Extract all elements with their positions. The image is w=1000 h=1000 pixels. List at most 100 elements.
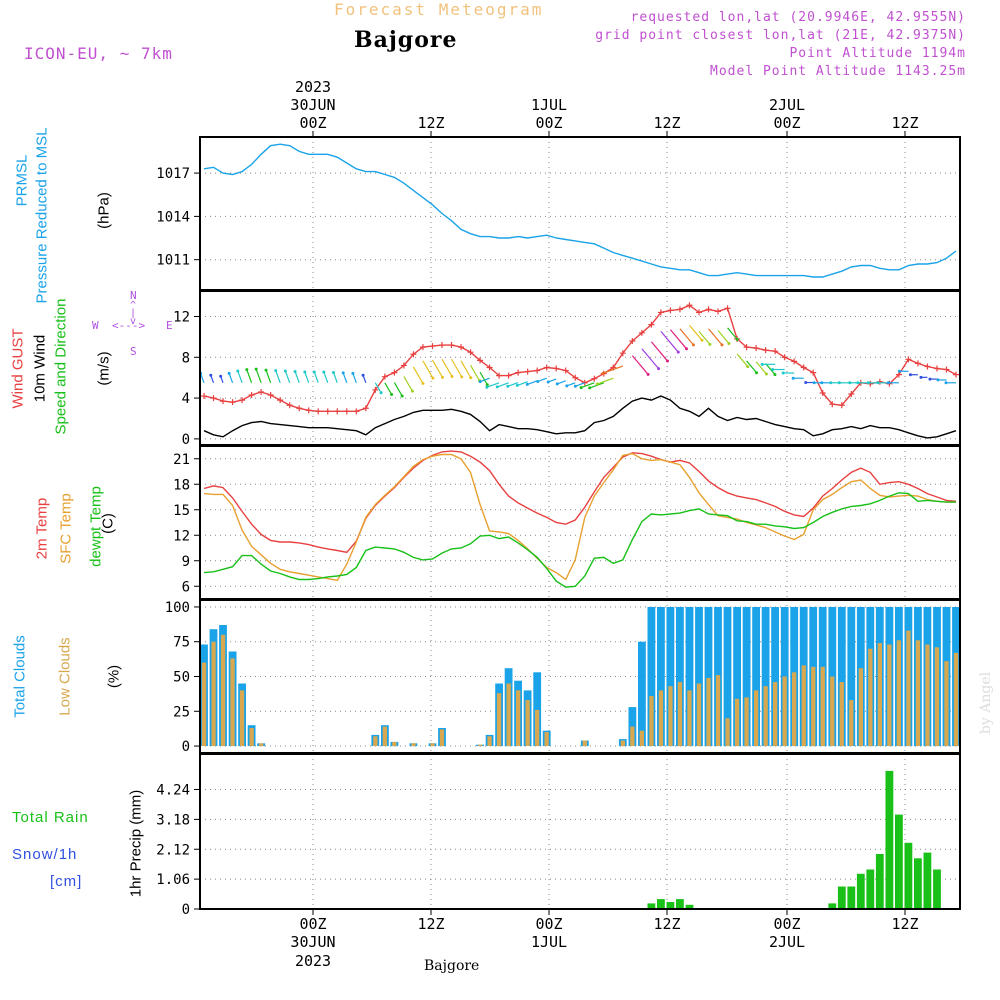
gust-marker: [686, 302, 693, 309]
gust-marker: [933, 365, 940, 372]
bar-low-clouds: [744, 697, 749, 747]
bar-total-rain: [875, 854, 884, 909]
wind-arrowhead: [944, 381, 948, 385]
gust-marker: [810, 369, 817, 376]
wind-arrowhead: [460, 375, 464, 379]
wind-arrowhead: [781, 371, 785, 375]
wind-arrowhead: [245, 368, 249, 372]
wind-arrowhead: [440, 375, 444, 379]
bar-total-rain: [895, 814, 903, 909]
y-tick-label: 12: [173, 528, 190, 544]
wind-arrowhead: [837, 381, 841, 385]
wind-arrowhead: [897, 369, 901, 373]
series-line-sfc-temp: [203, 452, 956, 582]
gust-marker: [410, 351, 417, 358]
bar-low-clouds: [496, 693, 502, 747]
gust-marker: [772, 348, 779, 355]
bar-total-rain: [885, 770, 894, 909]
bar-low-clouds: [925, 644, 930, 746]
y-tick-label: 9: [182, 554, 190, 570]
gust-marker: [648, 321, 655, 328]
wind-arrowhead: [379, 391, 383, 395]
bar-low-clouds: [868, 648, 873, 747]
location-title: Bajgore: [354, 27, 458, 53]
wind-arrowhead: [856, 381, 860, 385]
bar-total-clouds: [733, 607, 741, 747]
bar-low-clouds: [259, 743, 264, 747]
bar-total-clouds: [761, 607, 770, 747]
bar-total-rain: [904, 842, 913, 909]
series-line-wind-gust: [203, 304, 957, 412]
wind-arrow: [393, 382, 403, 397]
compass-s: S: [130, 345, 137, 358]
precip-snow-unit: [cm]: [50, 873, 83, 890]
model-altitude: Model Point Altitude 1143.25m: [710, 64, 966, 79]
wind-arrow: [507, 381, 519, 387]
wind-arrow: [566, 382, 576, 387]
bar-low-clouds: [668, 686, 673, 746]
bar-low-clouds: [582, 740, 587, 747]
wind-arrowhead: [691, 343, 695, 347]
gust-marker: [229, 399, 236, 406]
gust-marker: [657, 309, 664, 316]
bar-low-clouds: [687, 690, 692, 746]
bar-total-clouds: [752, 607, 760, 747]
y-tick-label: 1014: [156, 209, 190, 225]
y-tick-label: 2.12: [156, 842, 190, 858]
wind-arrow: [304, 371, 310, 383]
wind-arrow: [470, 364, 481, 382]
bar-total-clouds: [723, 607, 732, 747]
wind-arrow: [332, 372, 338, 383]
bar-low-clouds: [544, 732, 549, 746]
bar-low-clouds: [620, 740, 625, 747]
bar-low-clouds: [677, 682, 683, 747]
bar-total-rain: [914, 858, 922, 909]
gust-marker: [753, 345, 760, 352]
wind-arrow: [255, 368, 262, 383]
bottom-time-label: 2JUL: [769, 933, 805, 951]
gust-marker: [201, 393, 207, 400]
bar-low-clouds: [773, 682, 778, 747]
wind-arrow: [557, 380, 566, 385]
bar-total-clouds: [638, 641, 646, 746]
bar-low-clouds: [820, 666, 825, 747]
y-tick-label: 0: [182, 739, 190, 755]
wind-arrow: [479, 371, 488, 385]
wind-arrowhead: [361, 373, 365, 377]
wind-arrowhead: [755, 371, 759, 375]
gust-marker: [829, 401, 836, 408]
wind-arrowhead: [254, 367, 258, 371]
wind-arrow: [669, 329, 687, 350]
wind-arrow: [689, 324, 703, 341]
gust-marker: [372, 386, 379, 393]
wind-arrow: [580, 382, 595, 389]
panel-frame: [199, 753, 961, 910]
wind-arrowhead: [764, 372, 768, 376]
bar-total-clouds: [666, 607, 675, 747]
wind-arrowhead: [332, 370, 336, 374]
gust-marker: [676, 306, 683, 313]
bottom-time-label: 00Z: [535, 915, 562, 933]
gust-marker: [562, 367, 569, 374]
gust-marker: [220, 398, 227, 405]
wind-arrow: [228, 373, 234, 383]
gust-marker: [429, 343, 436, 350]
gust-marker: [315, 408, 322, 415]
wind-arrow: [342, 372, 348, 383]
y-tick-label: 15: [173, 503, 190, 519]
bar-low-clouds: [792, 672, 797, 746]
gust-marker: [943, 366, 950, 373]
wind-arrow: [517, 381, 528, 386]
wind-arrowhead: [676, 350, 680, 354]
bar-low-clouds: [839, 682, 844, 747]
top-time-label: 30JUN: [290, 96, 335, 114]
wind-arrow: [403, 376, 413, 392]
bar-total-rain: [676, 899, 684, 909]
bar-total-rain: [856, 873, 865, 909]
wind-arrowhead: [431, 376, 435, 380]
bar-low-clouds: [734, 698, 740, 747]
gust-marker: [400, 362, 407, 369]
bar-low-clouds: [944, 661, 949, 746]
wind-arrowhead: [485, 383, 489, 387]
top-time-label: 00Z: [535, 114, 562, 132]
